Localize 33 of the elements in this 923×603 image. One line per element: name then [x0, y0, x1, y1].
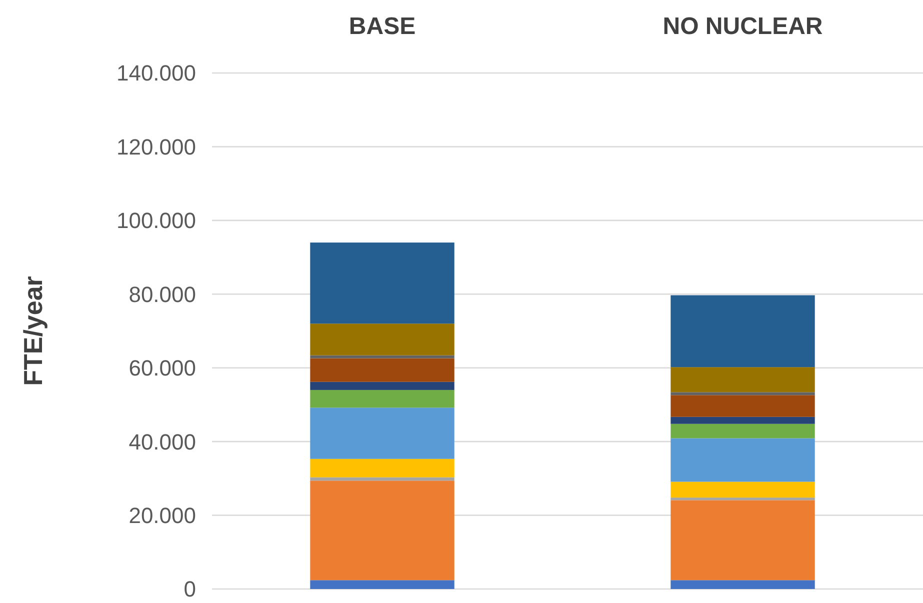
- bar: [310, 242, 454, 324]
- y-tick-label: 20.000: [128, 502, 196, 528]
- bar: [670, 395, 815, 417]
- y-tick-label: 140.000: [116, 60, 196, 86]
- x-tick-label: NO NUCLEAR: [662, 13, 823, 40]
- bar: [310, 580, 454, 589]
- y-axis-title: FTE/year: [18, 276, 48, 386]
- bar: [310, 477, 454, 481]
- bar: [670, 295, 815, 368]
- bar: [670, 580, 815, 589]
- y-tick-label: 60.000: [128, 356, 196, 381]
- bar: [310, 408, 454, 459]
- y-tick-label: 120.000: [116, 134, 196, 160]
- bar: [670, 438, 815, 482]
- bar: [670, 500, 815, 580]
- bar: [670, 424, 815, 438]
- bar: [310, 458, 454, 478]
- bar: [310, 324, 454, 356]
- bar: [670, 392, 815, 396]
- bar: [310, 382, 454, 390]
- bar: [310, 355, 454, 358]
- y-tick-label: 40.000: [128, 429, 196, 454]
- bar: [670, 416, 815, 424]
- x-tick-label: BASE: [348, 13, 416, 40]
- bar: [670, 498, 815, 500]
- bar: [310, 390, 454, 408]
- bar: [310, 480, 454, 580]
- bar: [310, 358, 454, 382]
- bar: [670, 482, 815, 498]
- y-tick-label: 100.000: [116, 208, 196, 234]
- y-tick-label: 0: [184, 576, 196, 602]
- y-tick-label: 80.000: [128, 282, 196, 307]
- bar: [670, 367, 815, 392]
